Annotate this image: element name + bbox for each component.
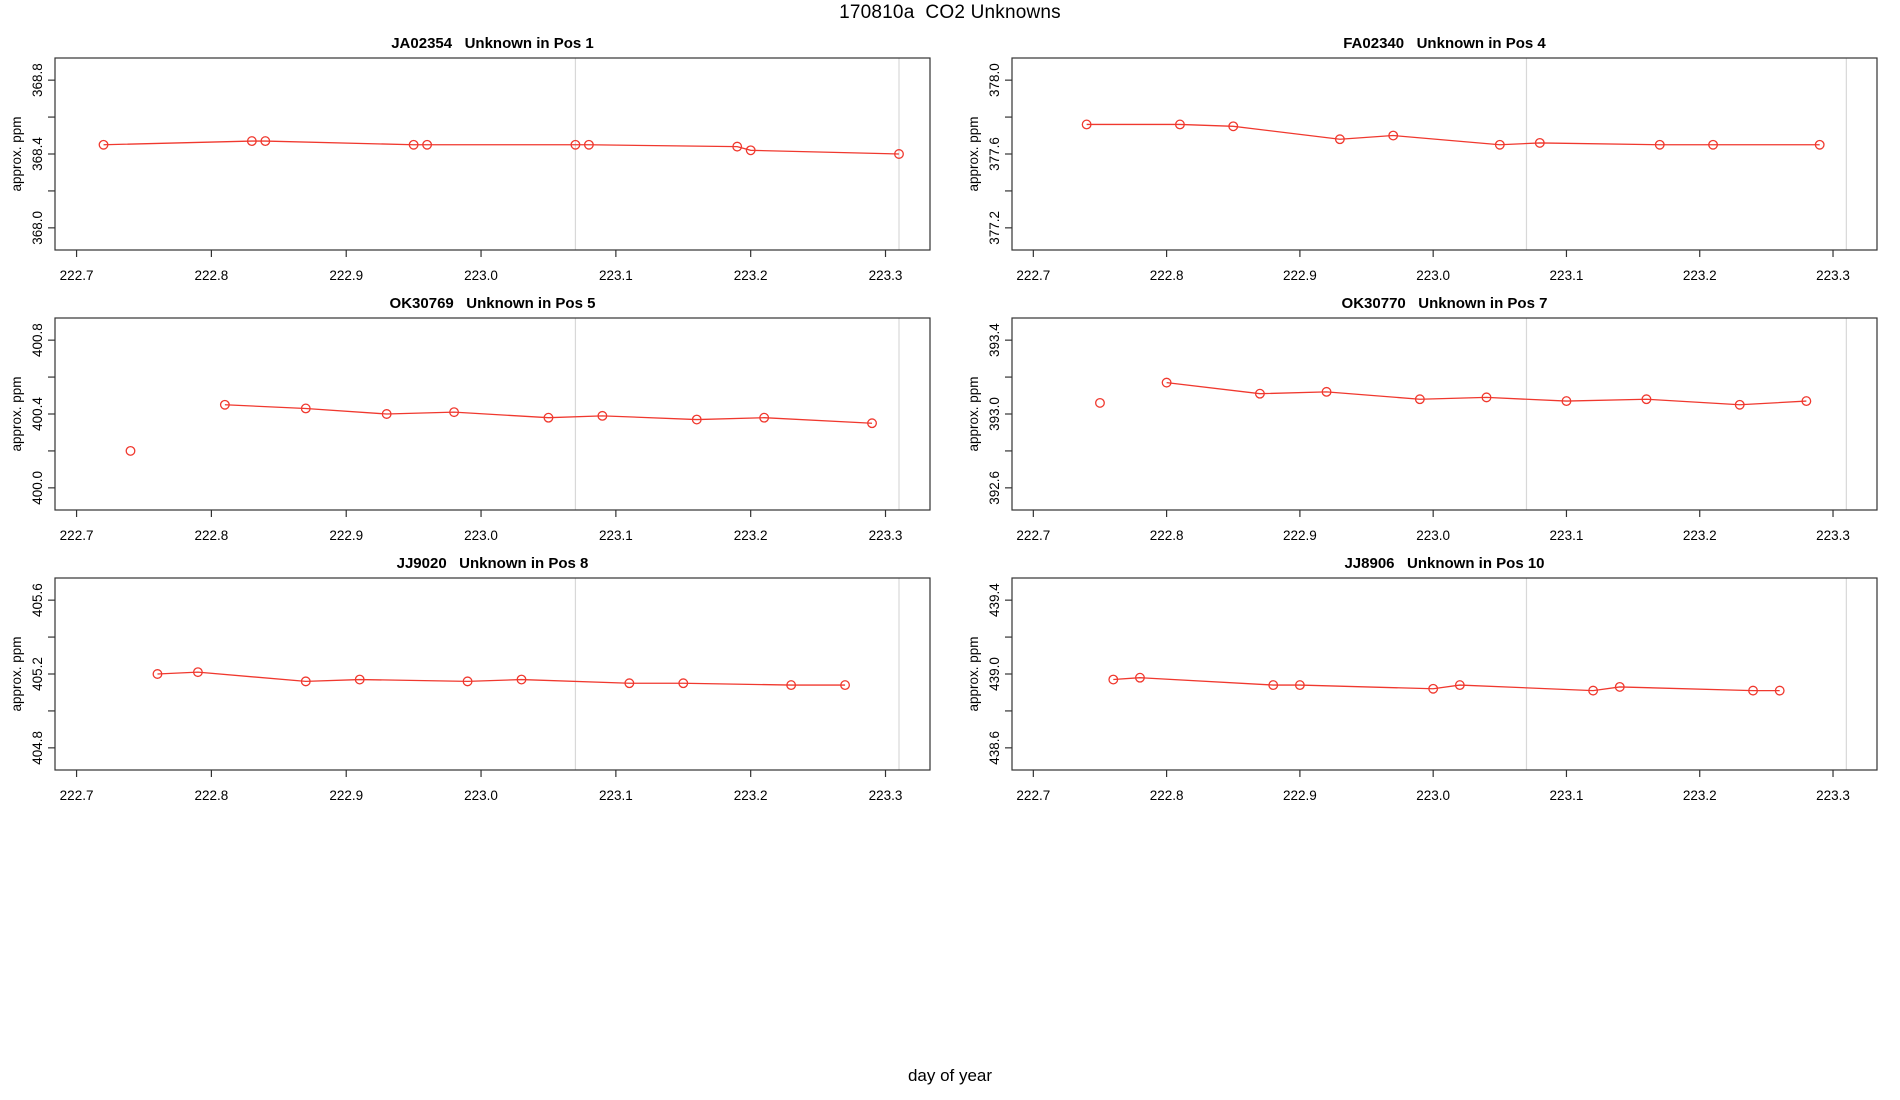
svg-text:223.0: 223.0 — [1416, 528, 1450, 543]
svg-text:223.2: 223.2 — [1683, 528, 1717, 543]
plot-ok30770: 222.7 222.8 222.9 223.0 223.1 223.2 223.3 392.6… — [966, 317, 1878, 543]
svg-text:222.9: 222.9 — [1283, 528, 1317, 543]
svg-text:223.1: 223.1 — [1550, 528, 1584, 543]
svg-text:223.0: 223.0 — [464, 788, 498, 803]
svg-text:400.4: 400.4 — [30, 397, 45, 431]
svg-text:222.9: 222.9 — [329, 788, 363, 803]
plot-ok30769: 222.7 222.8 222.9 223.0 223.1 223.2 223.3 400.0… — [9, 317, 931, 543]
svg-text:400.8: 400.8 — [30, 323, 45, 357]
svg-text:405.6: 405.6 — [30, 583, 45, 617]
svg-text:approx. ppm: approx. ppm — [9, 116, 24, 191]
svg-text:222.7: 222.7 — [1016, 268, 1050, 283]
plot-ja02354: 222.7 222.8 222.9 223.0 223.1 223.2 223.3 368.0… — [9, 57, 931, 283]
svg-text:223.0: 223.0 — [1416, 268, 1450, 283]
svg-text:393.0: 393.0 — [987, 397, 1002, 431]
svg-text:439.4: 439.4 — [987, 583, 1002, 617]
svg-text:438.6: 438.6 — [987, 731, 1002, 765]
panel-title-jj9020: JJ9020 Unknown in Pos 8 — [396, 555, 589, 572]
svg-text:approx. ppm: approx. ppm — [9, 376, 24, 451]
panel-title-ok30769: OK30769 Unknown in Pos 5 — [389, 295, 596, 312]
svg-text:approx. ppm: approx. ppm — [966, 116, 981, 191]
svg-text:404.8: 404.8 — [30, 731, 45, 765]
svg-text:222.9: 222.9 — [1283, 788, 1317, 803]
panel-title-ok30770: OK30770 Unknown in Pos 7 — [1341, 295, 1548, 312]
svg-text:223.2: 223.2 — [734, 268, 768, 283]
svg-text:223.2: 223.2 — [1683, 788, 1717, 803]
svg-text:223.3: 223.3 — [1816, 788, 1850, 803]
svg-text:approx. ppm: approx. ppm — [966, 636, 981, 711]
plot-jj8906: 222.7 222.8 222.9 223.0 223.1 223.2 223.3 438.6… — [966, 577, 1878, 803]
svg-text:222.8: 222.8 — [194, 268, 228, 283]
figure-title: 170810a CO2 Unknowns — [839, 2, 1061, 23]
svg-text:223.1: 223.1 — [1550, 268, 1584, 283]
svg-text:222.8: 222.8 — [194, 528, 228, 543]
panel-title-fa02340: FA02340 Unknown in Pos 4 — [1343, 35, 1546, 52]
svg-text:392.6: 392.6 — [987, 471, 1002, 505]
svg-text:222.8: 222.8 — [1150, 528, 1184, 543]
svg-text:222.9: 222.9 — [329, 268, 363, 283]
svg-text:439.0: 439.0 — [987, 657, 1002, 691]
svg-text:222.7: 222.7 — [60, 268, 94, 283]
svg-text:223.2: 223.2 — [734, 528, 768, 543]
svg-text:222.8: 222.8 — [194, 788, 228, 803]
svg-text:223.0: 223.0 — [464, 528, 498, 543]
panel-fa02340: FA02340 Unknown in Pos 4 222.7 222.8 222.9… — [950, 28, 1900, 290]
svg-text:405.2: 405.2 — [30, 657, 45, 691]
svg-text:222.8: 222.8 — [1150, 788, 1184, 803]
svg-text:222.7: 222.7 — [60, 528, 94, 543]
svg-text:222.9: 222.9 — [1283, 268, 1317, 283]
plot-fa02340: 222.7 222.8 222.9 223.0 223.1 223.2 223.3 377.2… — [966, 57, 1878, 283]
svg-text:223.0: 223.0 — [1416, 788, 1450, 803]
svg-text:378.0: 378.0 — [987, 63, 1002, 97]
svg-text:223.2: 223.2 — [1683, 268, 1717, 283]
svg-text:223.3: 223.3 — [869, 268, 903, 283]
panel-jj8906: JJ8906 Unknown in Pos 10 222.7 222.8 222.9… — [950, 548, 1900, 810]
svg-text:222.8: 222.8 — [1150, 268, 1184, 283]
svg-text:222.7: 222.7 — [60, 788, 94, 803]
svg-text:223.3: 223.3 — [1816, 268, 1850, 283]
svg-text:223.3: 223.3 — [1816, 528, 1850, 543]
svg-text:223.3: 223.3 — [869, 528, 903, 543]
svg-text:368.8: 368.8 — [30, 63, 45, 97]
svg-text:approx. ppm: approx. ppm — [9, 636, 24, 711]
svg-text:223.1: 223.1 — [599, 268, 633, 283]
svg-text:393.4: 393.4 — [987, 323, 1002, 357]
svg-text:223.3: 223.3 — [869, 788, 903, 803]
svg-text:377.6: 377.6 — [987, 137, 1002, 171]
svg-text:222.9: 222.9 — [329, 528, 363, 543]
panel-ok30770: OK30770 Unknown in Pos 7 222.7 222.8 222.9… — [950, 288, 1900, 550]
plot-jj9020: 222.7 222.8 222.9 223.0 223.1 223.2 223.3 404.8… — [9, 577, 931, 803]
svg-text:223.1: 223.1 — [1550, 788, 1584, 803]
svg-text:400.0: 400.0 — [30, 471, 45, 505]
svg-text:223.2: 223.2 — [734, 788, 768, 803]
svg-text:223.1: 223.1 — [599, 528, 633, 543]
svg-text:222.7: 222.7 — [1016, 788, 1050, 803]
panel-ok30769: OK30769 Unknown in Pos 5 222.7 222.8 222.9… — [0, 288, 950, 550]
panel-jj9020: JJ9020 Unknown in Pos 8 222.7 222.8 222.9 2… — [0, 548, 950, 810]
x-axis-label: day of year — [907, 1066, 993, 1085]
svg-text:368.0: 368.0 — [30, 211, 45, 245]
svg-text:approx. ppm: approx. ppm — [966, 376, 981, 451]
svg-text:223.0: 223.0 — [464, 268, 498, 283]
svg-text:222.7: 222.7 — [1016, 528, 1050, 543]
svg-text:368.4: 368.4 — [30, 137, 45, 171]
panel-title-ja02354: JA02354 Unknown in Pos 1 — [391, 35, 594, 52]
svg-text:377.2: 377.2 — [987, 211, 1002, 245]
panel-title-jj8906: JJ8906 Unknown in Pos 10 — [1344, 555, 1545, 572]
panel-ja02354: JA02354 Unknown in Pos 1 222.7 222.8 222.9… — [0, 28, 950, 290]
svg-text:223.1: 223.1 — [599, 788, 633, 803]
